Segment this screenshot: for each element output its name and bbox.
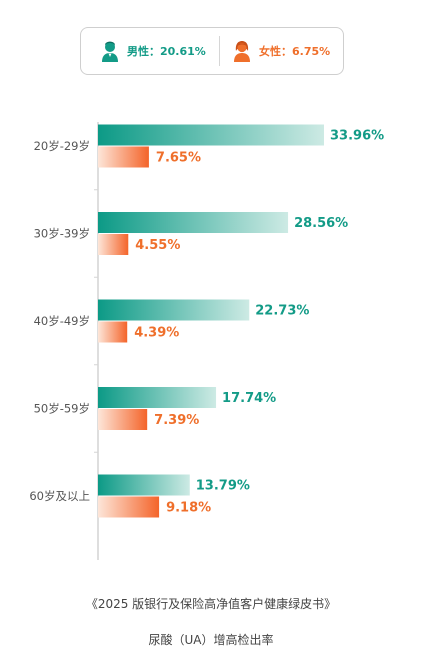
bar-female: [98, 496, 160, 518]
data-label-male: 13.79%: [196, 479, 250, 494]
bar-male: [98, 387, 217, 408]
metric-caption: 尿酸（UA）增高检出率: [148, 633, 274, 647]
bar-female: [98, 234, 129, 255]
legend-male-label: 男性：20.61%: [127, 45, 206, 58]
legend-divider: [219, 36, 220, 66]
bar-female: [98, 146, 149, 168]
data-label-male: 17.74%: [222, 391, 276, 406]
data-label-female: 7.39%: [154, 413, 199, 428]
bar-male: [98, 124, 324, 146]
category-label: 40岁-49岁: [34, 314, 90, 328]
legend-male: 男性：20.61%: [99, 28, 206, 74]
data-label-female: 9.18%: [166, 501, 211, 516]
category-label: 30岁-39岁: [34, 227, 90, 241]
data-label-female: 4.55%: [135, 238, 180, 253]
data-label-female: 4.39%: [134, 326, 179, 341]
data-label-male: 28.56%: [294, 216, 348, 231]
bar-female: [98, 409, 148, 430]
data-label-female: 7.65%: [156, 151, 201, 166]
data-label-male: 33.96%: [330, 129, 384, 144]
source-caption: 《2025 版银行及保险高净值客户健康绿皮书》: [85, 597, 337, 611]
data-label-male: 22.73%: [255, 304, 309, 319]
category-label: 60岁及以上: [29, 489, 90, 503]
legend-box: 男性：20.61% 女性：6.75%: [80, 27, 344, 75]
category-label: 20岁-29岁: [34, 139, 90, 153]
bar-female: [98, 321, 128, 343]
legend-female: 女性：6.75%: [231, 28, 330, 74]
male-user-icon: [102, 41, 118, 62]
bar-male: [98, 474, 190, 496]
bar-male: [98, 212, 289, 233]
female-user-icon: [234, 41, 250, 62]
bar-male: [98, 299, 250, 321]
bar-chart: 20岁-29岁 33.96% 7.65% 30岁-39岁 28.56% 4.55% 40岁-…: [29, 122, 384, 560]
category-label: 50岁-59岁: [34, 402, 90, 416]
legend-female-label: 女性：6.75%: [259, 45, 331, 58]
